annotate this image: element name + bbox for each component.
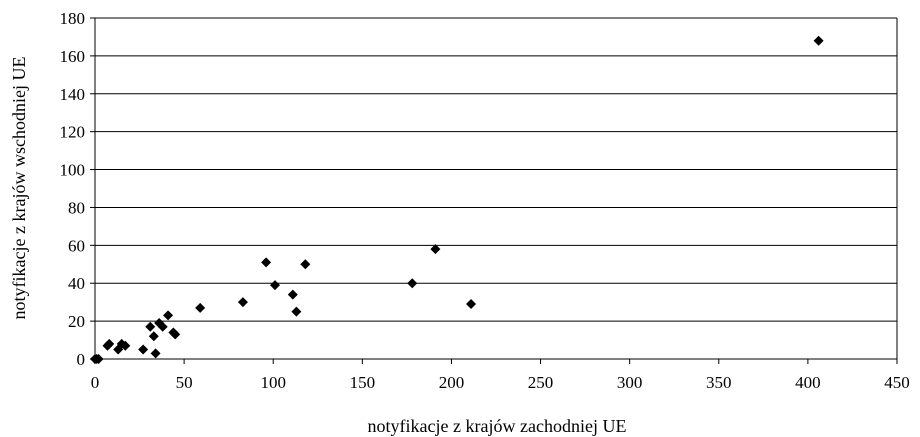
data-point [163, 310, 174, 321]
y-tick-label: 140 [60, 85, 86, 104]
data-point [430, 244, 441, 255]
data-point [120, 340, 131, 351]
x-tick-label: 100 [260, 373, 286, 392]
y-axis-ticks: 0 20 40 60 80 100 120 140 160 180 [60, 9, 95, 369]
data-point [157, 321, 168, 332]
y-tick-label: 80 [68, 198, 85, 217]
data-point [195, 302, 206, 313]
data-point [270, 280, 281, 291]
y-tick-label: 100 [60, 161, 86, 180]
x-tick-label: 200 [439, 373, 465, 392]
data-point [287, 289, 298, 300]
y-tick-label: 20 [68, 312, 85, 331]
data-point [104, 338, 115, 349]
data-point [138, 344, 149, 355]
x-axis-title: notyfikacje z krajów zachodniej UE [368, 416, 627, 436]
y-tick-label: 180 [60, 9, 86, 28]
data-point [261, 257, 272, 268]
x-tick-label: 250 [528, 373, 554, 392]
x-tick-label: 0 [91, 373, 100, 392]
x-tick-label: 450 [884, 373, 910, 392]
x-tick-label: 300 [617, 373, 643, 392]
y-tick-label: 60 [68, 236, 85, 255]
y-axis-title: notyfikacje z krajów wschodniej UE [9, 57, 29, 320]
x-tick-label: 400 [795, 373, 821, 392]
data-point [148, 331, 159, 342]
x-tick-label: 350 [706, 373, 732, 392]
gridlines [95, 17, 897, 322]
data-point [150, 348, 161, 359]
data-point [145, 321, 156, 332]
data-point [170, 329, 181, 340]
y-tick-label: 160 [60, 47, 86, 66]
y-tick-label: 40 [68, 274, 85, 293]
data-point [300, 259, 311, 270]
data-point [466, 299, 477, 310]
y-tick-label: 0 [77, 350, 86, 369]
x-tick-label: 50 [176, 373, 193, 392]
data-point [813, 35, 824, 46]
data-point [407, 278, 418, 289]
data-point [291, 306, 302, 317]
x-axis-ticks: 0 50 100 150 200 250 300 350 400 450 [91, 359, 910, 392]
data-points [90, 35, 824, 364]
y-tick-label: 120 [60, 123, 86, 142]
axes [94, 17, 898, 360]
x-tick-label: 150 [350, 373, 376, 392]
data-point [237, 297, 248, 308]
data-point [93, 354, 104, 364]
